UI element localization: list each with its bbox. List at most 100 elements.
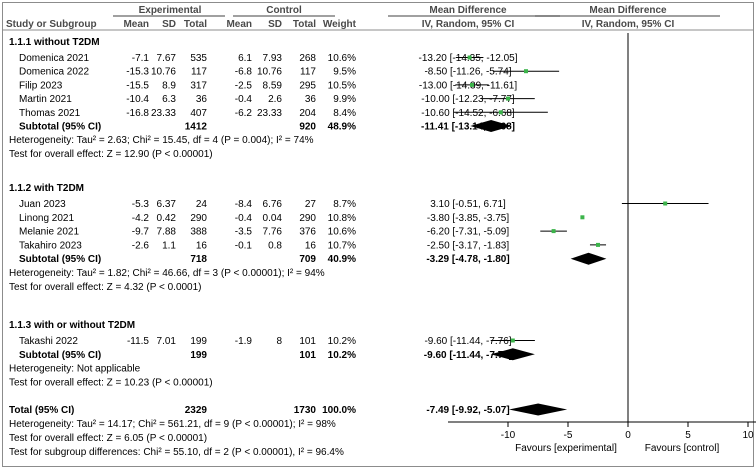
study-mean-e: -15.5	[126, 80, 149, 91]
study-sd-c: 2.6	[268, 94, 282, 105]
study-name: Domenica 2021	[19, 53, 89, 64]
study-total-c: 268	[299, 53, 316, 64]
study-sd-e: 0.42	[157, 213, 177, 224]
study-total-c: 376	[299, 227, 316, 238]
study-total-e: 317	[190, 80, 207, 91]
study-total-c: 204	[299, 108, 316, 119]
study-effect-point	[551, 229, 556, 234]
study-weight: 10.6%	[328, 53, 356, 64]
total-weight: 100.0%	[322, 405, 356, 416]
study-mean-e: -7.1	[132, 53, 150, 64]
total-total-e: 2329	[185, 405, 208, 416]
footer-statistic: Heterogeneity: Tau² = 14.17; Chi² = 561.…	[9, 419, 336, 430]
study-mean-e: -2.6	[132, 240, 150, 251]
study-mean-e: -11.5	[127, 336, 149, 347]
study-mean-c: -8.4	[235, 199, 253, 210]
sd-e-header: SD	[162, 19, 176, 30]
study-effect-point	[467, 55, 472, 60]
study-total-c: 117	[300, 67, 316, 78]
study-mean-c: -2.5	[235, 80, 253, 91]
study-weight: 8.4%	[333, 108, 356, 119]
study-sd-e: 7.88	[157, 227, 177, 238]
study-ci-text: -10.60 [-14.52, -6.68]	[421, 108, 515, 119]
study-mean-c: -1.9	[235, 336, 253, 347]
study-name: Takashi 2022	[19, 336, 78, 347]
study-effect-point	[596, 242, 600, 247]
total-label: Total (95% CI)	[9, 405, 74, 416]
study-sd-c: 10.76	[257, 67, 282, 78]
study-effect-point	[470, 82, 474, 87]
subtotal-diamond	[570, 252, 607, 265]
total-diamond	[508, 403, 568, 416]
study-mean-c: -6.8	[235, 67, 253, 78]
total-total-c: 1730	[294, 405, 317, 416]
x-axis-tick-label: 10	[742, 430, 754, 441]
subtotal-total-c: 920	[299, 122, 316, 133]
study-sd-c: 6.76	[263, 199, 283, 210]
study-ci-text: -10.00 [-12.23, -7.77]	[421, 94, 515, 105]
study-mean-e: -4.2	[132, 213, 150, 224]
study-mean-e: -9.7	[132, 227, 150, 238]
study-mean-c: 6.1	[238, 53, 252, 64]
study-total-e: 16	[196, 240, 208, 251]
study-total-c: 27	[305, 199, 317, 210]
study-total-e: 388	[190, 227, 207, 238]
subtotal-weight: 48.9%	[328, 122, 356, 133]
study-weight: 9.5%	[333, 67, 356, 78]
subtotal-total-c: 101	[299, 350, 316, 361]
method-table-header: IV, Random, 95% CI	[422, 19, 515, 30]
subtotal-diamond	[470, 120, 512, 132]
study-sd-e: 23.33	[151, 108, 176, 119]
sd-c-header: SD	[268, 19, 282, 30]
study-ci-text: -3.80 [-3.85, -3.75]	[427, 213, 509, 224]
total-c-header: Total	[293, 19, 316, 30]
study-name: Domenica 2022	[19, 67, 89, 78]
mean-e-header: Mean	[123, 19, 149, 30]
study-name: Linong 2021	[19, 213, 74, 224]
study-mean-c: -0.4	[235, 94, 253, 105]
subtotal-total-e: 199	[190, 350, 207, 361]
x-axis-tick-label: 5	[685, 430, 691, 441]
subtotal-total-e: 1412	[185, 122, 208, 133]
md-plot-header: Mean Difference	[589, 5, 667, 16]
study-weight: 10.2%	[328, 336, 356, 347]
x-axis-tick-label: -10	[501, 430, 516, 441]
study-ci-text: -8.50 [-11.26, -5.74]	[424, 67, 511, 78]
study-name: Thomas 2021	[19, 108, 81, 119]
subgroup-title: 1.1.3 with or without T2DM	[9, 320, 135, 331]
study-mean-c: -6.2	[235, 108, 253, 119]
study-name: Melanie 2021	[19, 227, 79, 238]
study-mean-c: -0.1	[235, 240, 253, 251]
study-sd-c: 8.59	[263, 80, 283, 91]
subtotal-label: Subtotal (95% CI)	[19, 350, 101, 361]
subtotal-label: Subtotal (95% CI)	[19, 254, 101, 265]
study-total-e: 290	[190, 213, 207, 224]
total-ci-text: -7.49 [-9.92, -5.07]	[426, 405, 509, 416]
study-mean-e: -15.3	[126, 67, 149, 78]
study-effect-point	[580, 215, 585, 220]
total-e-header: Total	[184, 19, 207, 30]
subtotal-ci-text: -9.60 [-11.44, -7.76]	[424, 350, 512, 361]
study-sd-c: 7.76	[263, 227, 283, 238]
study-column-header: Study or Subgroup	[6, 19, 97, 30]
study-sd-e: 1.1	[162, 240, 176, 251]
study-sd-c: 7.93	[263, 53, 283, 64]
study-effect-point	[510, 338, 515, 343]
study-ci-text: -6.20 [-7.31, -5.09]	[427, 227, 509, 238]
subgroup-overall-effect: Test for overall effect: Z = 4.32 (P < 0…	[9, 282, 202, 293]
study-sd-c: 8	[276, 336, 282, 347]
study-ci-text: -13.00 [-14.39, -11.61]	[419, 80, 517, 91]
study-weight: 8.7%	[333, 199, 356, 210]
subgroup-heterogeneity: Heterogeneity: Tau² = 1.82; Chi² = 46.66…	[9, 268, 325, 279]
subtotal-weight: 10.2%	[328, 350, 356, 361]
study-total-e: 117	[191, 67, 207, 78]
study-total-c: 16	[305, 240, 317, 251]
study-weight: 10.8%	[328, 213, 356, 224]
x-axis-tick-label: -5	[564, 430, 573, 441]
study-ci-text: 3.10 [-0.51, 6.71]	[430, 199, 506, 210]
study-total-c: 36	[305, 94, 317, 105]
study-total-e: 535	[190, 53, 207, 64]
subtotal-ci-text: -11.41 [-13.14, -9.68]	[421, 122, 515, 133]
subgroup-heterogeneity: Heterogeneity: Tau² = 2.63; Chi² = 15.45…	[9, 135, 314, 146]
favours-experimental-label: Favours [experimental]	[515, 443, 617, 454]
